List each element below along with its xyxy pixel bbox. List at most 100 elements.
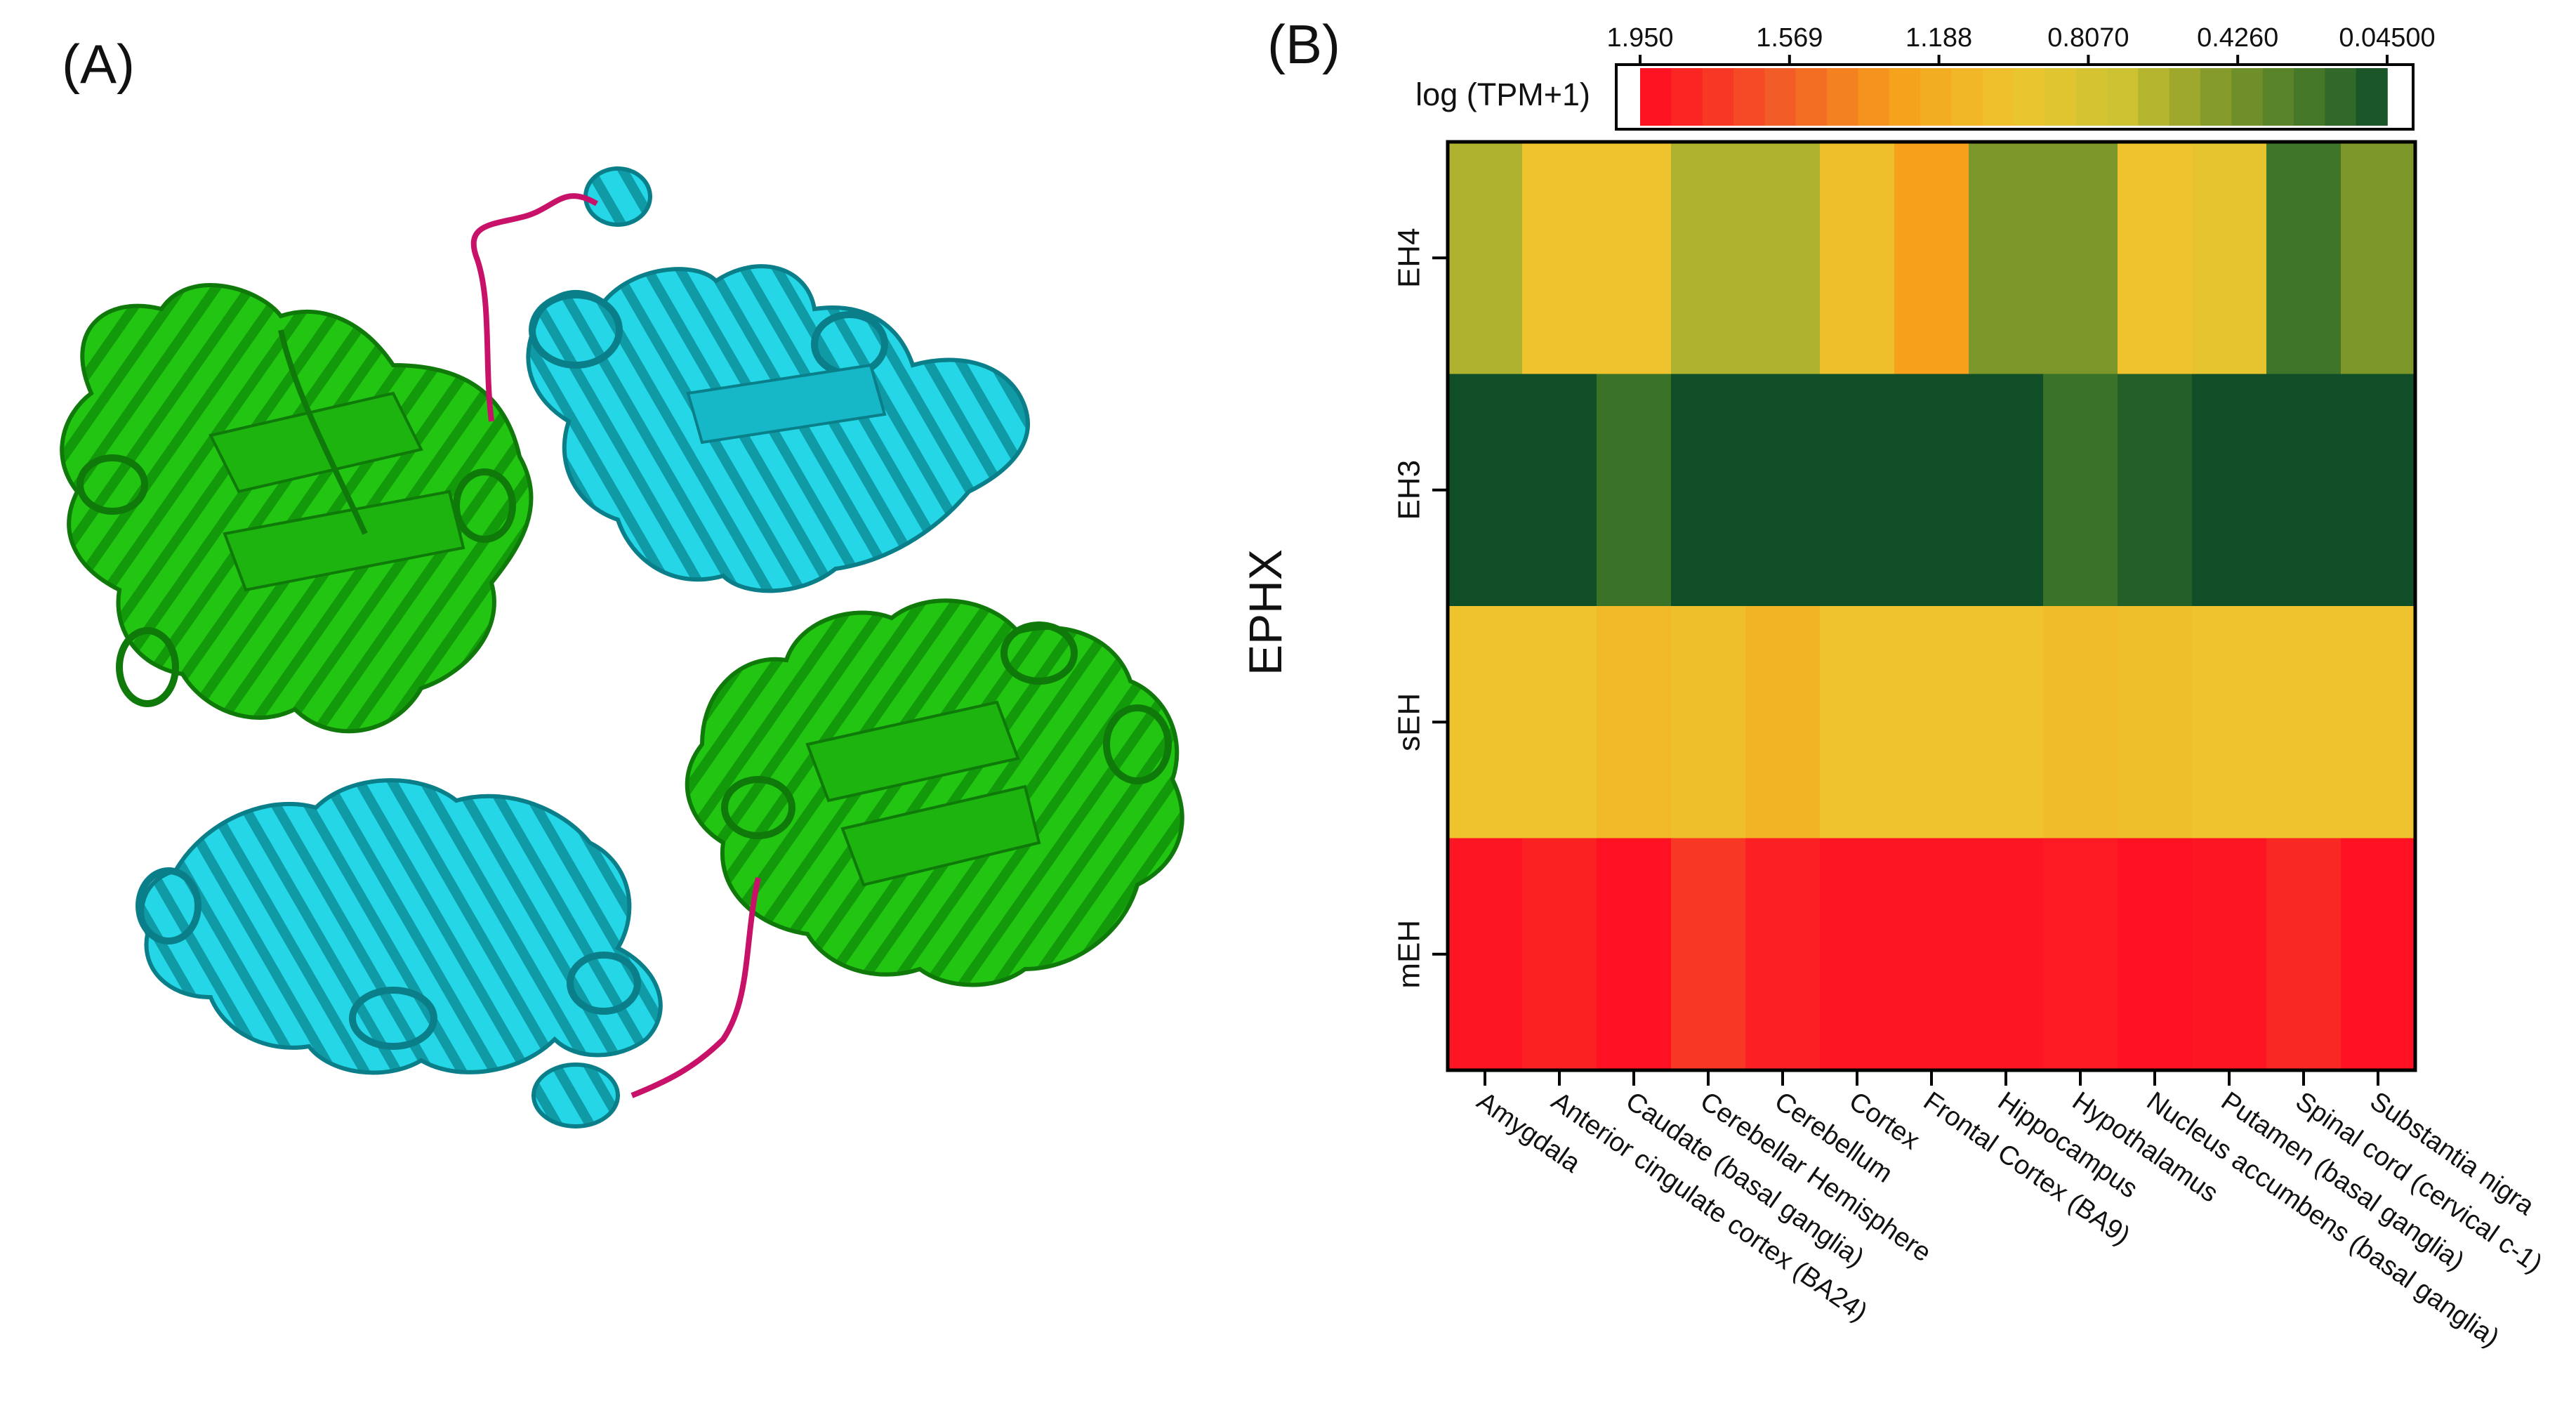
heatmap-cell [2266, 606, 2341, 839]
row-label: sEH [1392, 693, 1427, 751]
heatmap-cell [2341, 606, 2416, 839]
colorbar-cell [1764, 68, 1797, 126]
colorbar-cell [2014, 68, 2046, 126]
linker-chains [470, 193, 761, 1098]
heatmap-cell [1969, 838, 2044, 1071]
heatmap-cell [1597, 142, 1672, 375]
colorbar-cell [2200, 68, 2233, 126]
heatmap-cell [2192, 374, 2267, 607]
colorbar-tick-label: 1.569 [1756, 23, 1823, 53]
heatmap-cell [1597, 838, 1672, 1071]
colorbar-tick-label: 0.8070 [2047, 23, 2129, 53]
colorbar-cell [2107, 68, 2139, 126]
heatmap-cell [1969, 374, 2044, 607]
colorbar-title: log (TPM+1) [1415, 77, 1590, 112]
colorbar-cell [1795, 68, 1828, 126]
colorbar: log (TPM+1) 1.950 1.569 1.188 0.8070 0.4260 0… [1415, 23, 2436, 131]
heatmap-cell [2043, 838, 2118, 1071]
heatmap-cell [1894, 606, 1969, 839]
heatmap-cell [2192, 838, 2267, 1071]
heatmap-cell [1745, 838, 1821, 1071]
colorbar-cell [1640, 68, 1672, 126]
heatmap-cell [2341, 838, 2416, 1071]
colorbar-cell [2294, 68, 2326, 126]
cyan-domain-lower-left [136, 778, 663, 1129]
heatmap-cell [1894, 374, 1969, 607]
colorbar-cell [1671, 68, 1703, 126]
heatmap-cell [1671, 142, 1746, 375]
colorbar-cell [2325, 68, 2357, 126]
heatmap-cell [1522, 374, 1597, 607]
heatmap-cell [1894, 838, 1969, 1071]
colorbar-cell [1889, 68, 1921, 126]
colorbar-cells [1640, 68, 2388, 126]
heatmap-cell [1820, 374, 1895, 607]
heatmap-cells [1448, 142, 2416, 1071]
heatmap-cell [2192, 142, 2267, 375]
heatmap-cell [1745, 606, 1821, 839]
colorbar-cell [1733, 68, 1766, 126]
heatmap-cell [2043, 142, 2118, 375]
heatmap-cell [1745, 142, 1821, 375]
colorbar-cell [2138, 68, 2170, 126]
row-label: EH4 [1392, 228, 1427, 288]
heatmap-cell [1448, 374, 1523, 607]
heatmap-cell [1448, 606, 1523, 839]
heatmap-cell [2266, 374, 2341, 607]
heatmap-cell [1448, 838, 1523, 1071]
row-labels: EH4 EH3 sEH mEH [1392, 228, 1448, 989]
heatmap-cell [1820, 142, 1895, 375]
colorbar-cell [2231, 68, 2264, 126]
green-domain-upper-left [60, 283, 534, 734]
colorbar-cell [1920, 68, 1953, 126]
heatmap-cell [1522, 838, 1597, 1071]
panel-b-label: (B) [1267, 13, 1340, 75]
heatmap-cell [1448, 142, 1523, 375]
colorbar-tick-label: 1.188 [1905, 23, 1972, 53]
row-label: mEH [1392, 920, 1427, 989]
heatmap-cell [2341, 374, 2416, 607]
heatmap-cell [2192, 606, 2267, 839]
heatmap-cell [1597, 374, 1672, 607]
heatmap-cell [1969, 142, 2044, 375]
y-axis-label: EPHX [1239, 549, 1291, 676]
colorbar-cell [2075, 68, 2108, 126]
colorbar-cell [2356, 68, 2388, 126]
heatmap-cell [1671, 606, 1746, 839]
heatmap-cell [1894, 142, 1969, 375]
heatmap-cell [1522, 142, 1597, 375]
heatmap-cell [2043, 606, 2118, 839]
heatmap-cell [2266, 142, 2341, 375]
heatmap-cell [1820, 838, 1895, 1071]
colorbar-tick-label: 0.04500 [2339, 23, 2435, 53]
colorbar-cell [1951, 68, 1983, 126]
colorbar-cell [2169, 68, 2201, 126]
colorbar-cell [1982, 68, 2014, 126]
heatmap-cell [1671, 838, 1746, 1071]
heatmap-cell [1597, 606, 1672, 839]
cyan-domain-upper-right [526, 166, 1030, 593]
heatmap-cell [2118, 606, 2193, 839]
heatmap-cell [1969, 606, 2044, 839]
protein-structure-illustration [60, 166, 1184, 1129]
heatmap-cell [2118, 838, 2193, 1071]
heatmap-cell [2341, 142, 2416, 375]
colorbar-tick-label: 1.950 [1606, 23, 1673, 53]
colorbar-cell [1858, 68, 1890, 126]
colorbar-cell [2262, 68, 2294, 126]
heatmap-cell [2118, 374, 2193, 607]
panel-a-label: (A) [62, 33, 135, 95]
heatmap-cell [2266, 838, 2341, 1071]
colorbar-tick-label: 0.4260 [2197, 23, 2278, 53]
row-label: EH3 [1392, 460, 1427, 520]
colorbar-cell [1827, 68, 1859, 126]
colorbar-cell [1702, 68, 1734, 126]
heatmap-cell [1522, 606, 1597, 839]
heatmap-cell [2118, 142, 2193, 375]
heatmap-cell [1745, 374, 1821, 607]
green-domain-lower-right [685, 598, 1184, 987]
heatmap-cell [1671, 374, 1746, 607]
